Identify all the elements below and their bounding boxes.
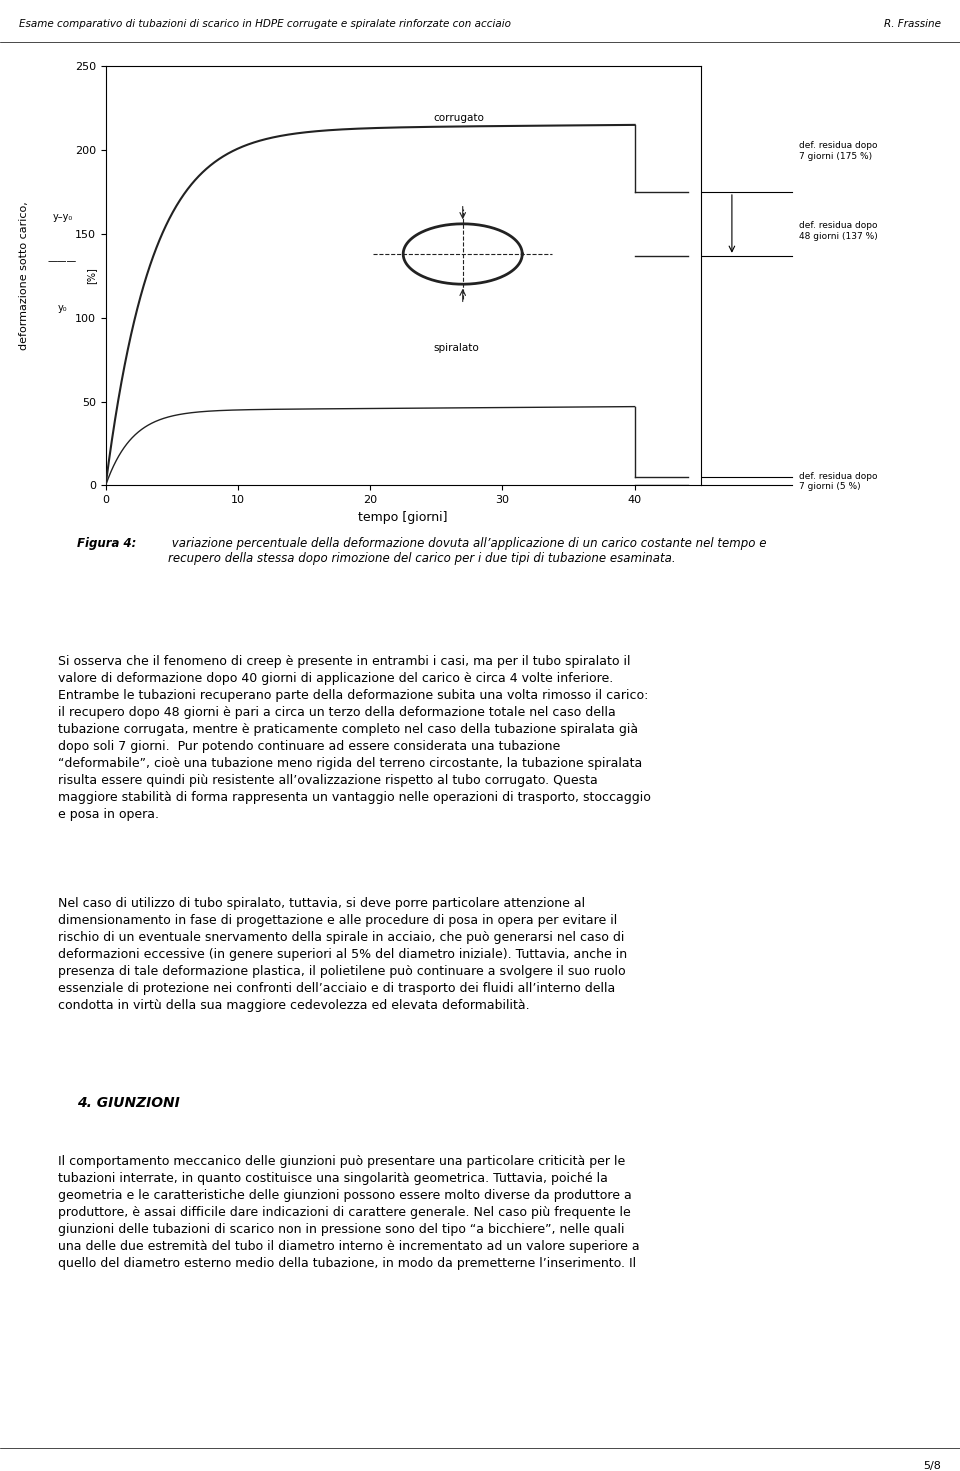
Text: def. residua dopo
7 giorni (175 %): def. residua dopo 7 giorni (175 %) — [800, 141, 877, 160]
Text: Figura 4:: Figura 4: — [77, 537, 136, 550]
Text: spiralato: spiralato — [433, 343, 479, 353]
Text: R. Frassine: R. Frassine — [884, 19, 941, 29]
Text: Si osserva che il fenomeno di creep è presente in entrambi i casi, ma per il tub: Si osserva che il fenomeno di creep è pr… — [58, 655, 651, 821]
Text: corrugato: corrugato — [433, 113, 484, 122]
Text: def. residua dopo
48 giorni (137 %): def. residua dopo 48 giorni (137 %) — [800, 222, 878, 241]
X-axis label: tempo [giorni]: tempo [giorni] — [358, 510, 448, 524]
Text: y–y₀: y–y₀ — [52, 212, 73, 222]
Text: 5/8: 5/8 — [923, 1461, 941, 1471]
Text: variazione percentuale della deformazione dovuta all’applicazione di un carico c: variazione percentuale della deformazion… — [168, 537, 766, 565]
Text: def. residua dopo
7 giorni (5 %): def. residua dopo 7 giorni (5 %) — [800, 472, 877, 491]
Text: Nel caso di utilizzo di tubo spiralato, tuttavia, si deve porre particolare atte: Nel caso di utilizzo di tubo spiralato, … — [58, 897, 627, 1012]
Text: ———: ——— — [48, 256, 77, 266]
Text: [%]: [%] — [86, 268, 96, 284]
Text: Esame comparativo di tubazioni di scarico in HDPE corrugate e spiralate rinforza: Esame comparativo di tubazioni di scaric… — [19, 19, 511, 29]
Text: deformazione sotto carico,: deformazione sotto carico, — [19, 202, 29, 350]
Text: y₀: y₀ — [58, 303, 67, 313]
Text: 4. GIUNZIONI: 4. GIUNZIONI — [77, 1096, 180, 1111]
Text: Il comportamento meccanico delle giunzioni può presentare una particolare critic: Il comportamento meccanico delle giunzio… — [58, 1155, 639, 1269]
